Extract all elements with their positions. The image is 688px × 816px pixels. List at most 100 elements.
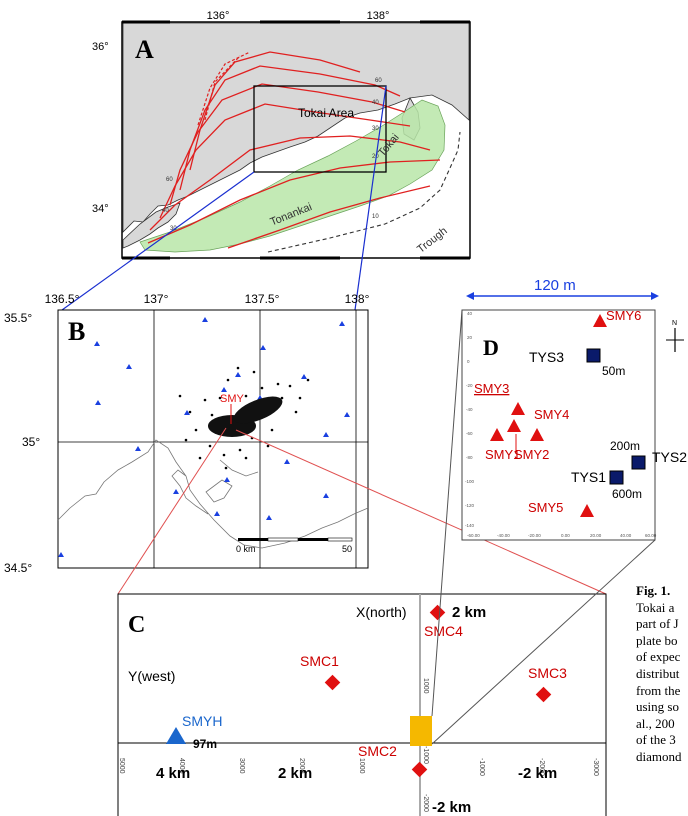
zoom-line-b-c-left [117, 427, 227, 595]
panel-c-label: C [128, 612, 145, 638]
panel-b-frame [57, 309, 369, 569]
tys2-marker [631, 455, 646, 470]
panel-b-ticks: 136.5° 137° 137.5° 138° 35.5° 35° 34.5° [4, 292, 370, 575]
distance-label: 2 km [278, 765, 312, 782]
panel-a: 136° 138° 36° 34° A Tokai Area Tokai Ton… [92, 10, 471, 260]
scale-start: 0 km [236, 544, 256, 554]
distance-label: -2 km [432, 799, 471, 816]
panel-b-label: B [68, 317, 85, 346]
d-y-tick: -120 [465, 503, 475, 508]
tys1-depth: 600m [612, 487, 642, 501]
a-lat-34: 34° [92, 203, 109, 215]
panel-b-grid [58, 310, 368, 568]
station-marker [221, 387, 227, 392]
caption-line: part of J [636, 616, 679, 632]
tokai-area-box [253, 85, 387, 173]
b-lat-35-5: 35.5° [4, 311, 32, 325]
contour-label: 40 [372, 100, 379, 106]
smy2-label: SMY2 [514, 447, 549, 462]
distance-label: 4 km [156, 765, 190, 782]
d-borehole-markers [586, 348, 646, 485]
panel-d-frame [461, 309, 656, 541]
smy-site-square [410, 716, 432, 746]
station-marker [344, 412, 350, 417]
tys2-label: TYS2 [652, 449, 687, 465]
caption-line: of expec [636, 649, 681, 665]
station-marker [95, 400, 101, 405]
bay-outline [205, 479, 233, 503]
panel-a-dashed-contours [197, 51, 251, 126]
a-lon-136: 136° [207, 10, 230, 22]
c-y-west-label: Y(west) [128, 668, 175, 684]
panel-d: 120 m D N 40 20 0 -20 -40 -60 -80 -100 -… [461, 277, 687, 541]
d-y-tick: 0 [467, 359, 470, 364]
smy3-marker [511, 402, 525, 415]
caption-line: Tokai a [636, 599, 675, 615]
station-marker [260, 345, 266, 350]
tys3-label: TYS3 [529, 349, 564, 365]
c-tick: 4000 [178, 758, 185, 774]
caption-line: plate bo [636, 632, 678, 648]
north-label: N [672, 320, 677, 327]
panel-a-frame-ticks [122, 20, 470, 260]
width-arrow-left [466, 292, 474, 300]
tys3-depth: 50m [602, 364, 625, 378]
smy6-label: SMY6 [606, 308, 641, 323]
a-lat-36: 36° [92, 41, 109, 53]
panel-b-coastline [57, 439, 369, 549]
c-tick: 1000 [358, 758, 365, 774]
d-x-tick: -60.00 [467, 533, 480, 538]
station-marker [184, 410, 190, 415]
contour-label: 60 [375, 78, 382, 84]
d-y-tick: 20 [467, 335, 473, 340]
scale-bar [238, 537, 353, 542]
c-tick: -2000 [538, 758, 545, 776]
d-y-tick: -40 [466, 407, 473, 412]
d-station-markers [490, 314, 607, 517]
caption-line: diamond [636, 748, 682, 764]
caption-line: al., 200 [636, 715, 675, 731]
station-marker [235, 372, 241, 377]
c-tick: -2000 [422, 794, 429, 812]
d-y-tick: -20 [466, 383, 473, 388]
d-tick-labels: 40 20 0 -20 -40 -60 -80 -100 -120 -140 -… [465, 311, 657, 538]
c-tick: 2000 [298, 758, 305, 774]
smy1-marker [490, 428, 504, 441]
b-lat-34-5: 34.5° [4, 561, 32, 575]
d-x-tick: 60.00 [645, 533, 657, 538]
tys2-depth: 200m [610, 439, 640, 453]
d-x-tick: -40.00 [497, 533, 510, 538]
station-marker [339, 321, 345, 326]
smy5-marker [580, 504, 594, 517]
panel-a-label: A [135, 35, 154, 64]
smyh-depth: 97m [193, 737, 217, 751]
station-marker [284, 459, 290, 464]
tys3-marker [586, 348, 601, 363]
panel-d-label: D [483, 335, 499, 360]
station-marker [224, 477, 230, 482]
zoom-line-a-b-right [354, 85, 387, 311]
d-x-tick: -20.00 [528, 533, 541, 538]
c-station-labels: SMC4 SMC1 SMC3 SMC2 [300, 623, 567, 759]
c-tick: -3000 [592, 758, 599, 776]
tys1-label: TYS1 [571, 469, 606, 485]
b-lon-137-5: 137.5° [245, 292, 280, 306]
c-tick: -1000 [478, 758, 485, 776]
smc1-label: SMC1 [300, 653, 339, 669]
smc3-label: SMC3 [528, 665, 567, 681]
d-y-tick: -80 [466, 455, 473, 460]
contour-label: 10 [372, 214, 379, 220]
panel-b: SMY 0 km 50 B 136.5° 137° 137.5° 138° 35… [4, 292, 370, 575]
earthquake-cluster [178, 366, 310, 470]
station-marker [301, 374, 307, 379]
tokai-area-label: Tokai Area [298, 106, 354, 120]
d-borehole-labels: TYS3 TYS1 TYS2 [529, 349, 687, 485]
epicenter-cluster-tail [233, 396, 283, 424]
smy5-label: SMY5 [528, 500, 563, 515]
distance-label: -2 km [518, 765, 557, 782]
north-arrow: N [666, 320, 684, 352]
d-y-tick: -60 [466, 431, 473, 436]
tys1-marker [609, 470, 624, 485]
c-tick-labels: 5000 4000 3000 2000 1000 -1000 -2000 -30… [118, 678, 599, 812]
